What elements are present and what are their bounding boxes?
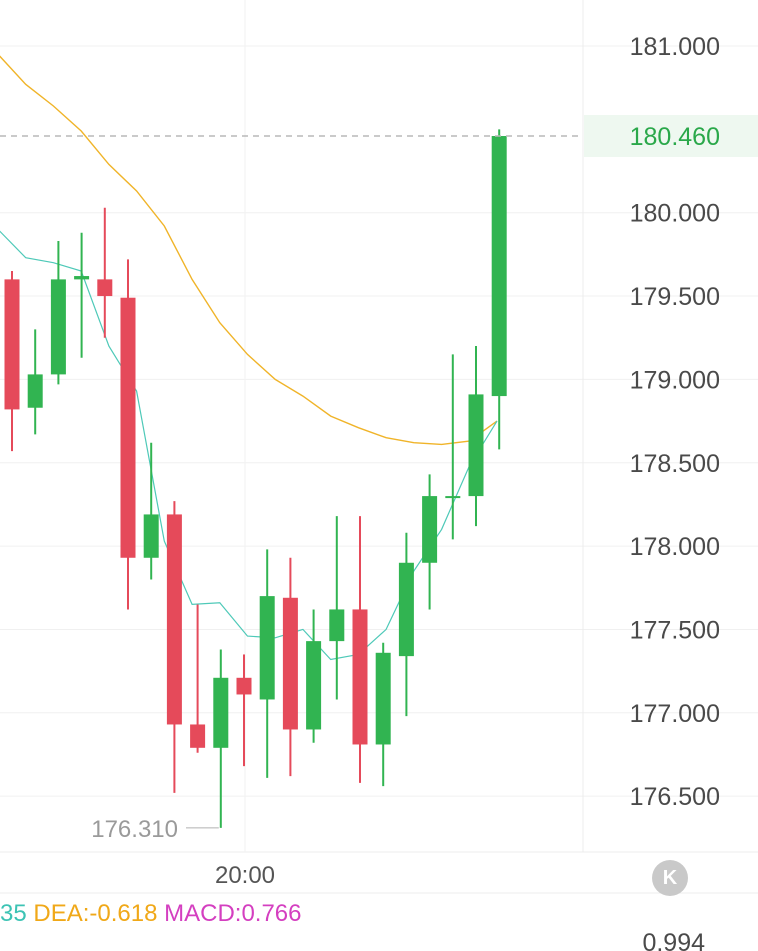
sub-axis-tick: 0.994 (642, 929, 705, 951)
candle-body (74, 276, 90, 280)
candle (190, 604, 206, 753)
candle-body (120, 297, 136, 558)
candle-body (236, 677, 252, 695)
indicator-dif: 35 (0, 900, 27, 927)
candle (27, 329, 43, 435)
candle-body (329, 609, 345, 642)
candle-body (282, 597, 298, 730)
candle-body (166, 514, 182, 725)
candle-body (375, 652, 391, 745)
low-marker-label: 176.310 (91, 816, 178, 843)
y-tick-label: 180.000 (630, 200, 720, 228)
candle (259, 549, 275, 778)
candle (468, 346, 484, 527)
y-tick-label: 178.500 (630, 450, 720, 478)
candles (4, 129, 507, 828)
candle (329, 516, 345, 700)
candle-body (306, 641, 322, 730)
candle-body (468, 394, 484, 497)
candle (120, 259, 136, 610)
y-tick-label: 177.000 (630, 700, 720, 728)
y-tick-label: 176.500 (630, 783, 720, 811)
indicator-dea: DEA:-0.618 (27, 900, 158, 927)
candle-body (143, 514, 159, 558)
candle-body (97, 279, 113, 297)
y-axis: 181.000 180.000 179.500 179.000 178.500 178.0… (630, 33, 720, 811)
candle (375, 642, 391, 787)
candle (74, 232, 90, 358)
candle-body (352, 609, 368, 745)
moving-averages (0, 55, 498, 661)
chart-overlay: 180.460 176.310 20:00 35 DEA:-0.618 MACD:0.… (0, 115, 758, 951)
candle (213, 649, 229, 828)
candle (398, 532, 414, 717)
candle (97, 207, 113, 338)
candle (352, 516, 368, 783)
y-tick-label: 179.000 (630, 366, 720, 394)
k-line-button[interactable]: K (652, 860, 688, 896)
candle (166, 501, 182, 793)
y-tick-label: 179.500 (630, 283, 720, 311)
candle-body (422, 496, 438, 563)
candle (4, 271, 20, 452)
indicator-readout: 35 DEA:-0.618 MACD:0.766 (0, 900, 302, 927)
y-tick-label: 177.500 (630, 616, 720, 644)
x-tick-label: 20:00 (215, 862, 275, 889)
candle-body (259, 596, 275, 700)
candle-body (4, 279, 20, 410)
current-price-badge (584, 115, 758, 158)
candle (491, 129, 507, 450)
ma-slow-line (0, 55, 498, 446)
candle-body (50, 279, 66, 375)
candle (236, 654, 252, 767)
candle-body (213, 677, 229, 748)
candle (282, 557, 298, 777)
candle-body (445, 496, 461, 499)
candle-body (491, 136, 507, 397)
candle (143, 442, 159, 580)
candle (422, 474, 438, 610)
candle-body (398, 562, 414, 657)
ma-fast-line (0, 230, 498, 661)
current-price-label: 180.460 (630, 123, 720, 151)
candle-body (190, 724, 206, 748)
candle (50, 241, 66, 385)
y-tick-label: 181.000 (630, 33, 720, 61)
candle-body (27, 374, 43, 408)
indicator-macd: MACD:0.766 (157, 900, 301, 927)
y-tick-label: 178.000 (630, 533, 720, 561)
candle (306, 609, 322, 743)
candle (445, 354, 461, 540)
